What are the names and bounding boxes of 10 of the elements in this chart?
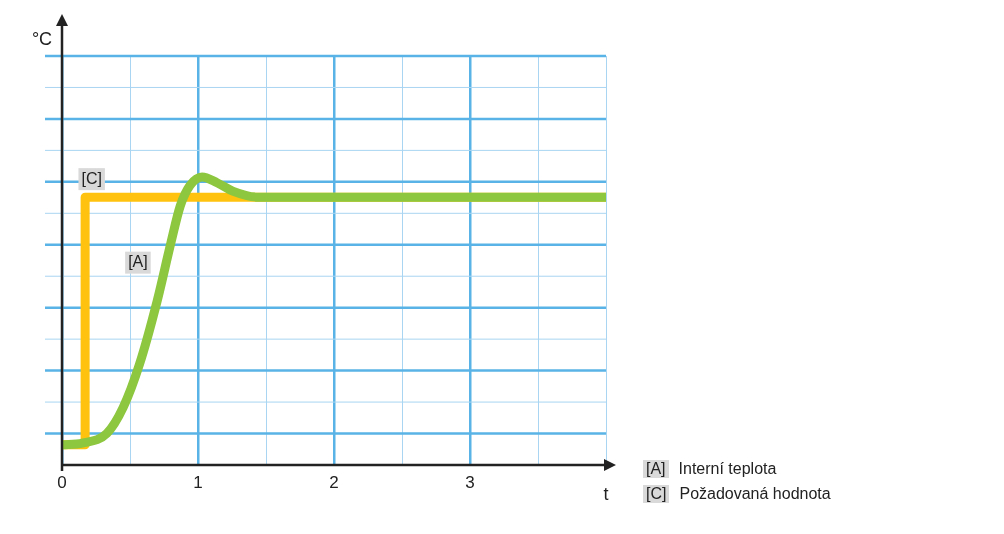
text: °C: [31, 28, 53, 49]
x-tick-label: 1: [193, 472, 203, 492]
text: [A] Interní teplota: [645, 459, 777, 478]
annotation: [C]: [81, 169, 102, 187]
annotation: [A]: [128, 253, 148, 271]
x-tick-label: 2: [329, 472, 339, 492]
x-axis-title: t: [603, 483, 609, 504]
text: [C] Požadovaná hodnota: [645, 484, 831, 503]
x-tick-label: 0: [57, 472, 67, 492]
x-tick-label: 3: [465, 472, 475, 492]
